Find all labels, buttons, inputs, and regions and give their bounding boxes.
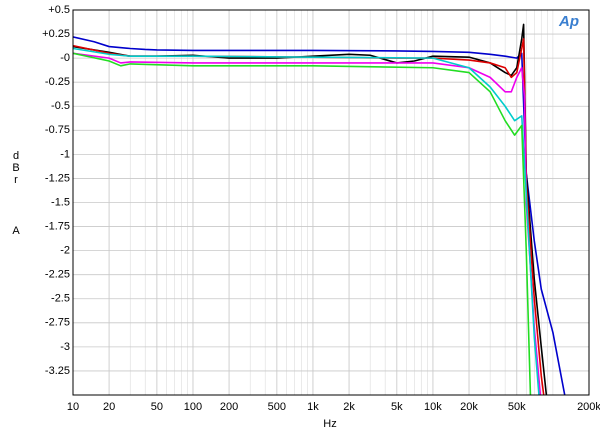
logo: Ap — [558, 13, 579, 30]
y-tick-label: -1 — [60, 148, 70, 160]
grid — [72, 9, 590, 395]
y-tick-label: -0.5 — [51, 100, 70, 112]
y-tick-label: -1.25 — [45, 172, 70, 184]
y-axis-unit: A — [12, 225, 20, 237]
y-tick-label: -1.75 — [45, 220, 70, 232]
y-tick-label: +0.5 — [48, 4, 70, 16]
y-tick-label: -2 — [60, 245, 70, 257]
x-tick-label: 100 — [184, 401, 202, 413]
y-tick-label: -0.75 — [45, 124, 70, 136]
plot-area — [73, 23, 566, 395]
x-tick-label: 50k — [508, 401, 526, 413]
series-line — [73, 47, 540, 395]
x-tick-label: 1k — [307, 401, 319, 413]
x-tick-label: 500 — [268, 401, 286, 413]
x-tick-label: 20 — [103, 401, 115, 413]
series-line — [73, 23, 548, 395]
x-tick-label: 5k — [391, 401, 403, 413]
y-tick-label: +0.25 — [42, 28, 70, 40]
y-tick-label: -2.75 — [45, 317, 70, 329]
y-tick-label: -0 — [60, 52, 70, 64]
x-tick-label: 200k — [577, 401, 600, 413]
series-line — [73, 36, 566, 395]
x-tick-label: 10 — [67, 401, 79, 413]
y-tick-label: -3 — [60, 341, 70, 353]
x-tick-label: 10k — [424, 401, 442, 413]
x-tick-label: 20k — [460, 401, 478, 413]
series-line — [73, 52, 532, 395]
plot-frame — [72, 9, 590, 396]
y-tick-label: -2.25 — [45, 269, 70, 281]
series-line — [73, 38, 545, 395]
y-tick-label: -3.25 — [45, 365, 70, 377]
series-line — [73, 52, 542, 395]
y-axis-label: dBr — [10, 150, 22, 186]
x-tick-label: 50 — [151, 401, 163, 413]
x-axis-label: Hz — [323, 418, 336, 430]
y-tick-label: -1.5 — [51, 196, 70, 208]
x-tick-label: 200 — [220, 401, 238, 413]
y-tick-label: -2.5 — [51, 293, 70, 305]
y-tick-label: -0.25 — [45, 76, 70, 88]
x-tick-label: 2k — [343, 401, 355, 413]
